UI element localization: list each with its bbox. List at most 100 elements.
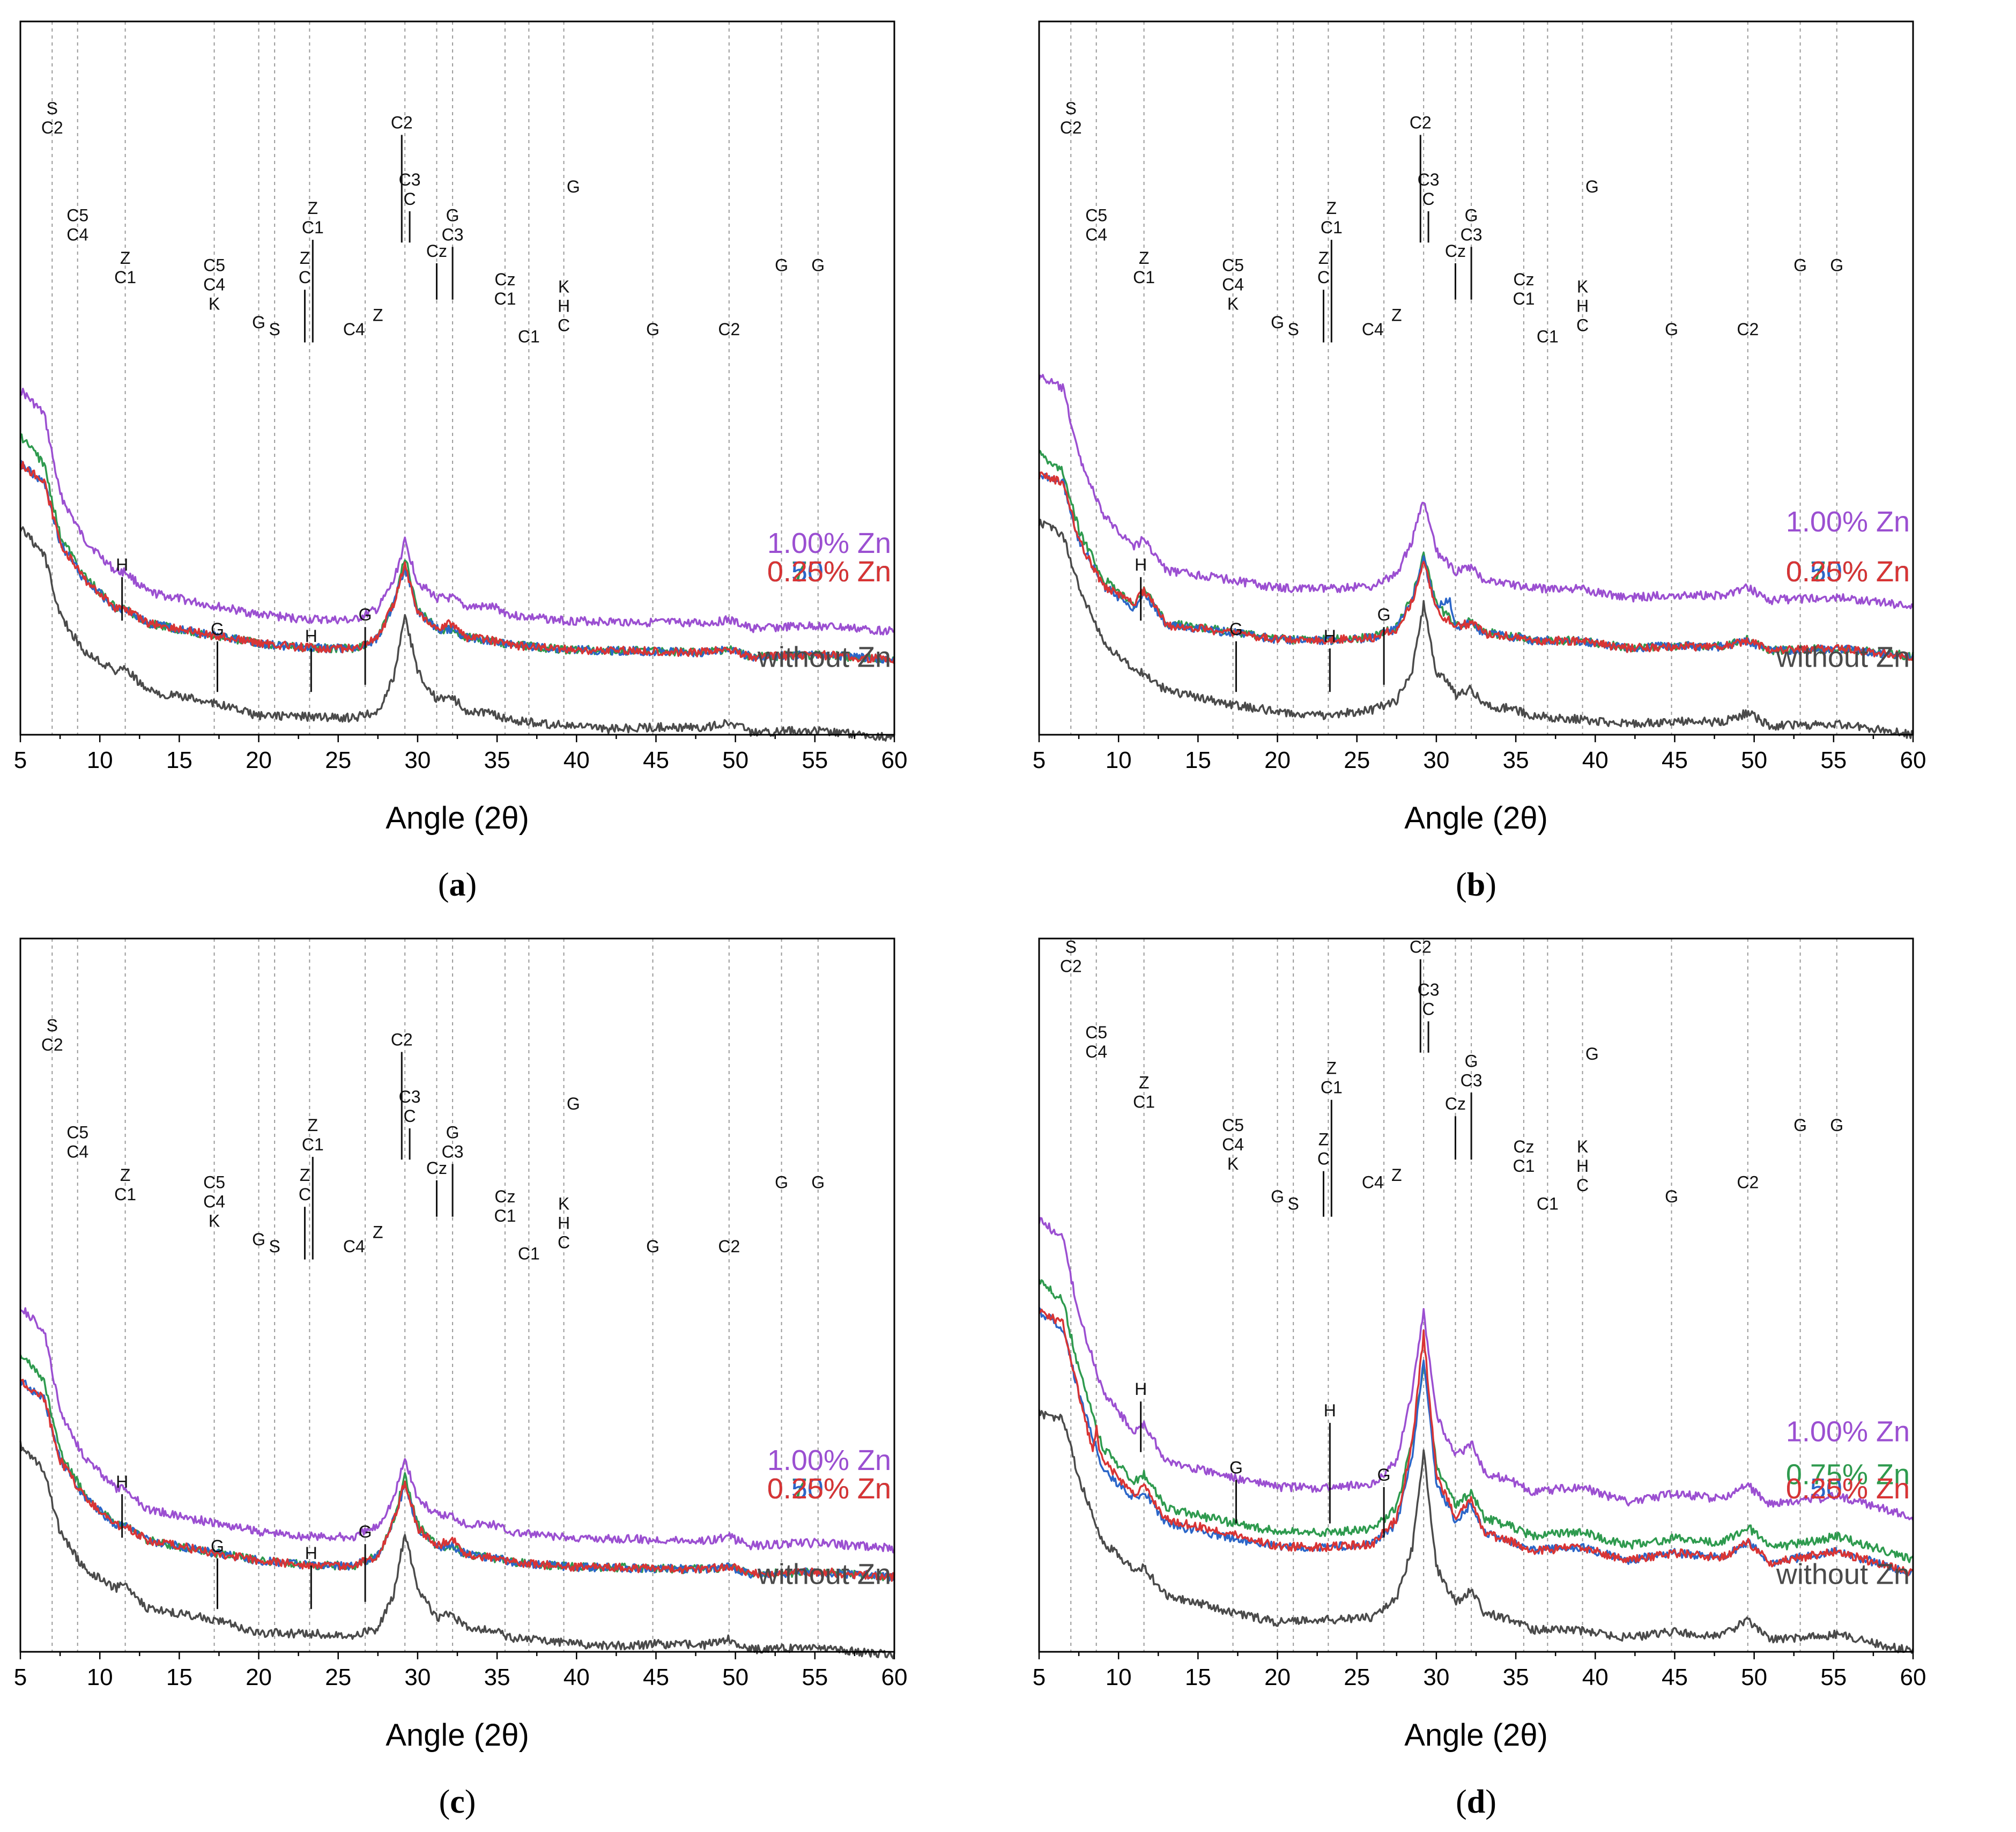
peak-label: C2: [1737, 1173, 1759, 1192]
peak-label-text: C: [404, 189, 416, 209]
peak-label-text: C4: [203, 275, 225, 294]
x-tick-label: 50: [1741, 747, 1767, 773]
peak-label-text: C2: [1410, 113, 1432, 132]
peak-label: G: [646, 1237, 659, 1256]
series-label: without Zn: [757, 641, 891, 674]
peak-label-text: G: [359, 1522, 372, 1541]
series-label: 0.25% Zn: [767, 1473, 891, 1505]
peak-label-text: G: [1377, 605, 1391, 624]
series-label: 0.75% Zn: [767, 556, 891, 588]
peak-label-text: G: [1585, 1044, 1599, 1063]
x-tick-label: 60: [1900, 1664, 1926, 1690]
peak-label: Z C1: [302, 1116, 324, 1260]
peak-label-text: C1: [302, 1135, 324, 1154]
peak-label: ZC1: [1133, 248, 1155, 287]
series-label: 0.25% Zn: [1786, 556, 1910, 588]
peak-label-text: H: [1324, 1401, 1336, 1420]
x-tick-label: 50: [1741, 1664, 1767, 1690]
series-line-0-25-zn: [1038, 471, 1914, 661]
peak-label-text: C4: [1085, 1042, 1107, 1061]
peak-label: H: [305, 626, 317, 692]
peak-label: G: [567, 177, 580, 196]
peak-label-text: C: [558, 315, 570, 335]
peak-label-text: G: [1830, 1116, 1843, 1135]
peak-label-text: C4: [1362, 1173, 1384, 1192]
peak-label-text: C1: [1537, 1194, 1559, 1213]
peak-label-text: C5: [66, 1122, 88, 1142]
peak-label: G: [359, 605, 372, 685]
peak-label: C3C: [399, 1087, 421, 1160]
series-line-0-25-zn: [1038, 1309, 1914, 1577]
peak-label: H: [305, 1543, 317, 1609]
x-tick-label: 55: [1820, 1664, 1847, 1690]
series-label: without Zn: [1776, 1558, 1910, 1591]
peak-label-text: C2: [718, 1237, 740, 1256]
series-label: 1.00% Zn: [767, 527, 891, 559]
x-tick-label: 10: [1106, 747, 1132, 773]
x-tick-label: 20: [246, 747, 272, 773]
peak-label: G: [1585, 177, 1599, 196]
peak-label-text: G: [1271, 1187, 1284, 1206]
peak-label: SC2: [41, 1016, 63, 1054]
peak-label-text: C1: [1513, 1156, 1535, 1176]
peak-label: Cz: [1445, 241, 1466, 300]
series-label: 0.25% Zn: [767, 556, 891, 588]
peak-label: G: [211, 619, 224, 692]
peak-label: G: [252, 1230, 265, 1249]
peak-label-text: C2: [41, 118, 63, 137]
peak-label-text: C5: [203, 256, 225, 275]
peak-label-text: C4: [343, 320, 365, 339]
peak-label-text: C5: [1085, 1023, 1107, 1042]
x-tick-label: 45: [643, 1664, 669, 1690]
peak-label-text: H: [116, 1472, 128, 1491]
peak-label-text: Z: [300, 248, 310, 268]
peak-label-text: C1: [114, 268, 136, 287]
peak-label: H: [1324, 1401, 1336, 1524]
panel-caption: (a): [438, 867, 477, 903]
x-tick-label: 5: [14, 1664, 27, 1690]
peak-label: C3C: [1418, 980, 1440, 1053]
x-tick-label: 45: [1662, 1664, 1688, 1690]
peak-label-text: G: [811, 1173, 825, 1192]
peak-label: S: [269, 320, 280, 339]
peak-label: KHC: [558, 277, 570, 335]
peak-label: SC2: [1060, 99, 1082, 137]
peak-label-text: C: [299, 268, 311, 287]
panel-caption-letter: b: [1467, 867, 1485, 903]
x-tick-label: 40: [1582, 747, 1609, 773]
peak-label-text: C: [1317, 268, 1330, 287]
series-label: 0.50% Zn: [1786, 1473, 1910, 1505]
peak-label: C3C: [1418, 170, 1440, 243]
peak-label: S: [1288, 1194, 1299, 1213]
series-line-1-00-zn: [20, 1307, 895, 1554]
peak-label-text: Z: [308, 198, 318, 218]
peak-label-text: C4: [1085, 225, 1107, 244]
peak-label-text: C5: [66, 205, 88, 225]
peak-label: C2: [718, 320, 740, 339]
peak-label-text: H: [1576, 296, 1589, 315]
peak-label-text: C1: [494, 1206, 516, 1225]
x-tick-label: 20: [246, 1664, 272, 1690]
peak-label-text: Z: [1391, 306, 1402, 325]
peak-label: G: [646, 320, 659, 339]
peak-label-text: G: [446, 1122, 459, 1142]
peak-label-text: G: [359, 605, 372, 624]
peak-label: G: [775, 256, 788, 275]
peak-label-text: C5: [1085, 205, 1107, 225]
peak-label-text: C: [1422, 189, 1435, 209]
peak-label-text: K: [1577, 277, 1588, 296]
peak-label-text: C1: [1513, 289, 1535, 308]
x-tick-label: 40: [1582, 1664, 1609, 1690]
x-tick-label: 40: [564, 747, 590, 773]
peak-label: Z: [1391, 306, 1402, 325]
peak-label-text: Z: [300, 1165, 310, 1185]
peak-label: S: [269, 1237, 280, 1256]
series-label: 0.25% Zn: [1786, 1473, 1910, 1505]
peak-label: H: [1135, 555, 1147, 621]
xrd-panel-b: 1.00% Zn 0.75% Zn0.50% Zn0.25% Zn without …: [1033, 20, 1926, 903]
series-line-0-75-zn: [1038, 1279, 1914, 1563]
peak-label-text: G: [1665, 1187, 1678, 1206]
xrd-panel-a: 1.00% Zn0.75% Zn0.50% Zn0.25% Zn without …: [14, 20, 907, 903]
